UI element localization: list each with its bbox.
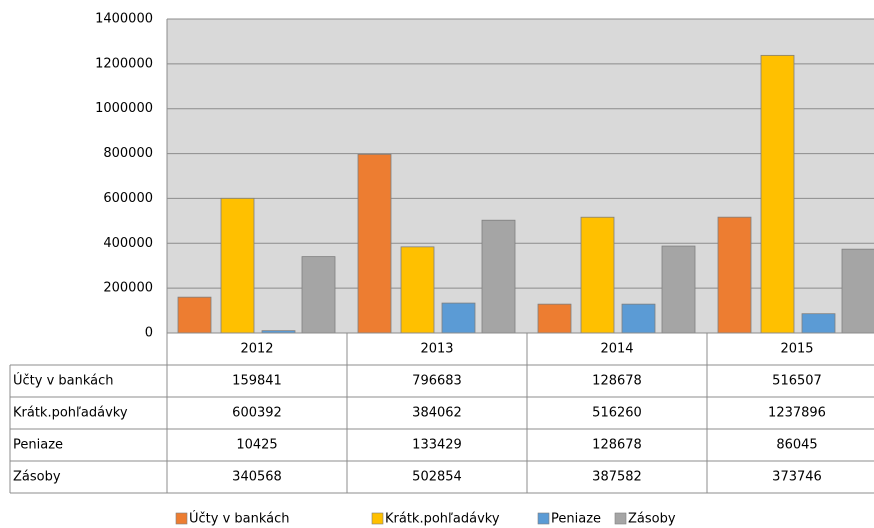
bar [441,302,476,334]
y-tick-label: 1200000 [95,56,153,71]
legend-swatch [371,512,384,525]
table-cell: 600392 [232,406,282,421]
y-tick-label: 400000 [103,236,153,251]
plot-area [167,19,874,333]
x-tick-label: 2015 [780,342,813,357]
table-cell: 340568 [232,470,282,485]
y-tick-label: 600000 [103,191,153,206]
legend-label: Krátk.pohľadávky [385,512,500,527]
y-tick-label: 0 [145,326,153,341]
bar [357,153,392,334]
bar [661,245,696,334]
x-tick-label: 2012 [240,342,273,357]
table-row-label: Peniaze [13,438,63,453]
y-tick-label: 1000000 [95,101,153,116]
y-tick-label: 1400000 [95,12,153,27]
legend-swatch [614,512,627,525]
legend-swatch [175,512,188,525]
x-tick-label: 2014 [600,342,633,357]
y-tick-label: 200000 [103,281,153,296]
table-cell: 133429 [412,438,462,453]
bar [801,313,836,334]
table-cell: 373746 [772,470,822,485]
bar [841,248,874,334]
bar [537,303,572,334]
bar [621,303,656,334]
bar [760,54,795,334]
bar [400,246,435,334]
legend-label: Zásoby [628,512,676,527]
bar [177,296,212,334]
legend-label: Účty v bankách [189,511,290,527]
bar [481,219,516,334]
legend-label: Peniaze [551,512,601,527]
table-cell: 516507 [772,374,822,389]
table-cell: 796683 [412,374,462,389]
table-cell: 387582 [592,470,642,485]
bar [717,216,752,334]
table-cell: 128678 [592,374,642,389]
table-cell: 502854 [412,470,462,485]
table-cell: 1237896 [768,406,826,421]
bar [580,216,615,334]
table-cell: 516260 [592,406,642,421]
legend-swatch [537,512,550,525]
bar [301,256,336,334]
table-row-label: Krátk.pohľadávky [13,406,128,421]
table-row-label: Účty v bankách [13,373,114,389]
table-cell: 86045 [776,438,817,453]
table-cell: 384062 [412,406,462,421]
x-tick-label: 2013 [420,342,453,357]
y-tick-label: 800000 [103,146,153,161]
table-cell: 159841 [232,374,282,389]
table-row-label: Zásoby [13,470,61,485]
table-cell: 10425 [236,438,277,453]
bar [220,197,255,334]
table-cell: 128678 [592,438,642,453]
